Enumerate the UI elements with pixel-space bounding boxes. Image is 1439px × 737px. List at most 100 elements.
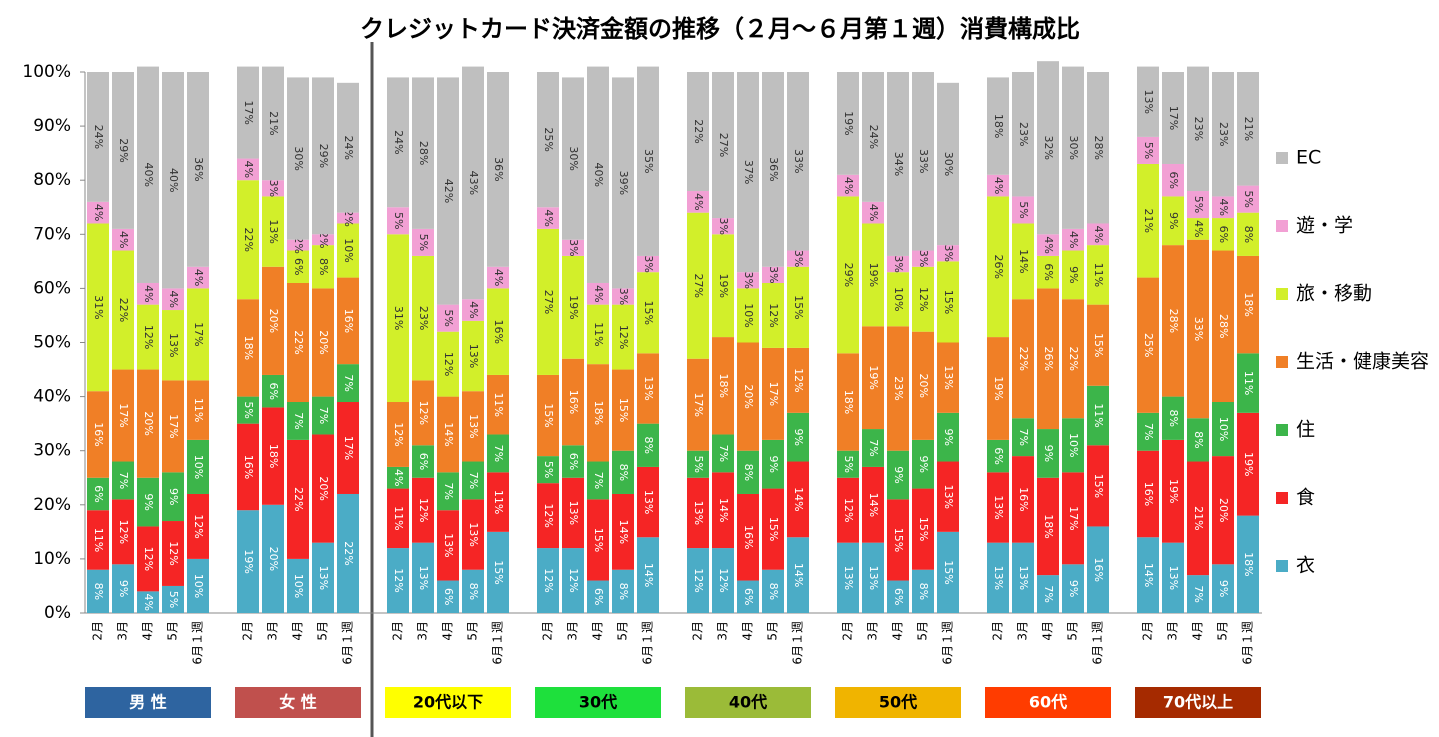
bar-segment [637, 353, 659, 424]
value-label: 20% [317, 476, 330, 500]
bar-segment [987, 77, 1009, 175]
bar-segment [562, 77, 584, 240]
bar-segment [837, 174, 859, 197]
bar-segment [912, 488, 934, 570]
bar-segment [687, 477, 709, 549]
bar-segment [1162, 542, 1184, 613]
bar-segment [487, 288, 509, 375]
value-label: 17% [767, 382, 780, 406]
bar-segment [137, 591, 159, 613]
group-label: 20代以下 [413, 693, 483, 712]
value-label: 15% [642, 301, 655, 325]
value-label: 13% [992, 495, 1005, 519]
x-tick-label: 6月１週 [791, 621, 805, 665]
value-label: 18% [267, 444, 280, 468]
x-tick-label: 6月１週 [641, 621, 655, 665]
value-label: 13% [317, 566, 330, 590]
bar-segment [1187, 575, 1209, 613]
value-label: 13% [842, 566, 855, 590]
bar-segment [412, 255, 434, 381]
bar-segment [487, 531, 509, 613]
value-label: 36% [492, 157, 505, 181]
value-label: 4% [992, 177, 1005, 194]
value-label: 17% [167, 414, 180, 438]
bar-segment [837, 196, 859, 354]
group-box [85, 687, 211, 718]
group-box [835, 687, 961, 718]
value-label: 20% [917, 374, 930, 398]
bar-segment [1212, 72, 1234, 197]
value-label: 18% [1242, 292, 1255, 316]
bar-segment [187, 493, 209, 559]
bar-segment [712, 234, 734, 338]
bar-segment [937, 342, 959, 413]
value-label: 5% [392, 212, 405, 229]
value-label: 4% [167, 290, 180, 307]
value-label: 20% [742, 384, 755, 408]
bar-segment [187, 72, 209, 267]
value-label: 24% [92, 125, 105, 149]
bar-segment [787, 412, 809, 462]
value-label: 4% [467, 301, 480, 318]
bar-segment [462, 320, 484, 392]
value-label: 27% [717, 133, 730, 157]
value-label: 28% [417, 141, 430, 165]
bar-segment [262, 374, 284, 408]
bar-segment [762, 439, 784, 489]
value-label: 13% [942, 365, 955, 389]
bar-segment [1137, 277, 1159, 413]
value-label: 4% [692, 193, 705, 210]
value-label: 5% [442, 309, 455, 326]
bar-segment [437, 472, 459, 511]
value-label: 4% [192, 269, 205, 286]
bar-segment [287, 239, 309, 251]
bar-segment [1012, 223, 1034, 300]
value-label: 9% [167, 488, 180, 505]
bar-segment [687, 358, 709, 451]
value-label: 6% [567, 453, 580, 470]
y-tick-label: 70% [33, 224, 71, 244]
x-tick-label: 6月１週 [191, 621, 205, 665]
value-label: 3% [792, 250, 805, 267]
legend-swatch [1276, 220, 1288, 232]
value-label: 30% [942, 152, 955, 176]
value-label: 31% [392, 306, 405, 330]
bar-segment [437, 304, 459, 332]
bar-segment [787, 266, 809, 348]
y-tick-label: 80% [33, 170, 71, 190]
bar-segment [1062, 66, 1084, 229]
bar-segment [687, 212, 709, 359]
bar-segment [1237, 353, 1259, 413]
value-label: 7% [1142, 423, 1155, 440]
bar-segment [1187, 461, 1209, 576]
x-tick-label: 2月 [541, 621, 555, 641]
value-label: 3% [717, 217, 730, 234]
group-label: 男 性 [129, 693, 167, 712]
bar-segment [412, 477, 434, 543]
bar-segment [1037, 477, 1059, 576]
value-label: 31% [92, 295, 105, 319]
bar-segment [1137, 66, 1159, 137]
value-label: 19% [242, 549, 255, 573]
value-label: 13% [867, 566, 880, 590]
value-label: 5% [1192, 196, 1205, 213]
value-label: 3% [767, 266, 780, 283]
value-label: 14% [617, 520, 630, 544]
value-label: 12% [117, 520, 130, 544]
value-label: 13% [642, 376, 655, 400]
bar-segment [337, 212, 359, 224]
value-label: 6% [742, 588, 755, 605]
bar-segment [387, 234, 409, 403]
value-label: 12% [842, 498, 855, 522]
value-label: 5% [1142, 142, 1155, 159]
bar-segment [612, 288, 634, 305]
bar-segment [162, 521, 184, 586]
value-label: 26% [1042, 347, 1055, 371]
y-tick-label: 10% [33, 549, 71, 569]
value-label: 6% [92, 485, 105, 502]
bar-segment [1087, 223, 1109, 246]
group-box [1135, 687, 1261, 718]
value-label: 11% [1092, 403, 1105, 427]
value-label: 4% [592, 285, 605, 302]
value-label: 10% [342, 238, 355, 262]
